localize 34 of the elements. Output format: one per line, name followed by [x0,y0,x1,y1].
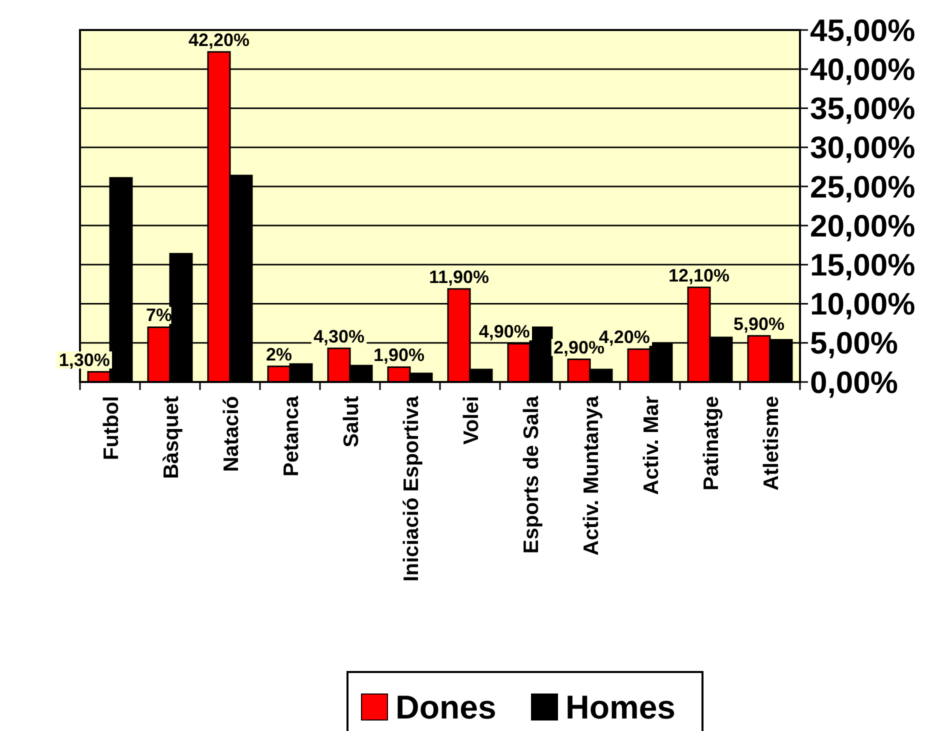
y-tick-label: 15,00% [810,248,916,283]
x-tick-label: Petanca [280,396,303,477]
x-tick-label: Activ. Mar [640,396,663,495]
x-tick-label: Volei [460,396,483,445]
y-tick-label: 20,00% [810,208,916,244]
data-label: 1,90% [373,345,425,366]
data-label: 11,90% [428,266,490,287]
y-tick-label: 40,00% [810,52,916,87]
y-tick-label: 45,00% [810,12,916,48]
legend-label: Homes [566,688,676,726]
x-tick-label: Esports de Sala [520,396,543,554]
y-tick-label: 10,00% [810,286,916,322]
x-tick-label: Salut [340,396,363,448]
data-label: 4,90% [478,322,530,342]
y-tick-label: 5,00% [810,326,898,361]
data-label: 5,90% [733,314,785,334]
data-label: 1,30% [58,350,110,370]
data-label: 7% [146,305,172,326]
x-tick-label: Bàsquet [160,396,183,479]
data-label: 2% [266,344,292,364]
x-tick-label: Atletisme [760,396,783,491]
x-tick-label: Natació [220,396,243,472]
y-tick-label: 0,00% [810,364,898,400]
y-tick-label: 35,00% [810,91,916,126]
x-tick-label: Patinatge [700,396,723,491]
data-label: 4,30% [313,326,365,346]
y-tick-label: 30,00% [810,130,916,166]
x-tick-label: Activ. Muntanya [580,396,603,556]
data-label: 12,10% [668,265,730,286]
data-label: 42,20% [188,30,250,50]
legend-label: Dones [396,688,496,726]
x-tick-label: Futbol [100,396,123,460]
x-tick-label: Iniciació Esportiva [400,396,423,582]
y-tick-label: 25,00% [810,169,916,204]
